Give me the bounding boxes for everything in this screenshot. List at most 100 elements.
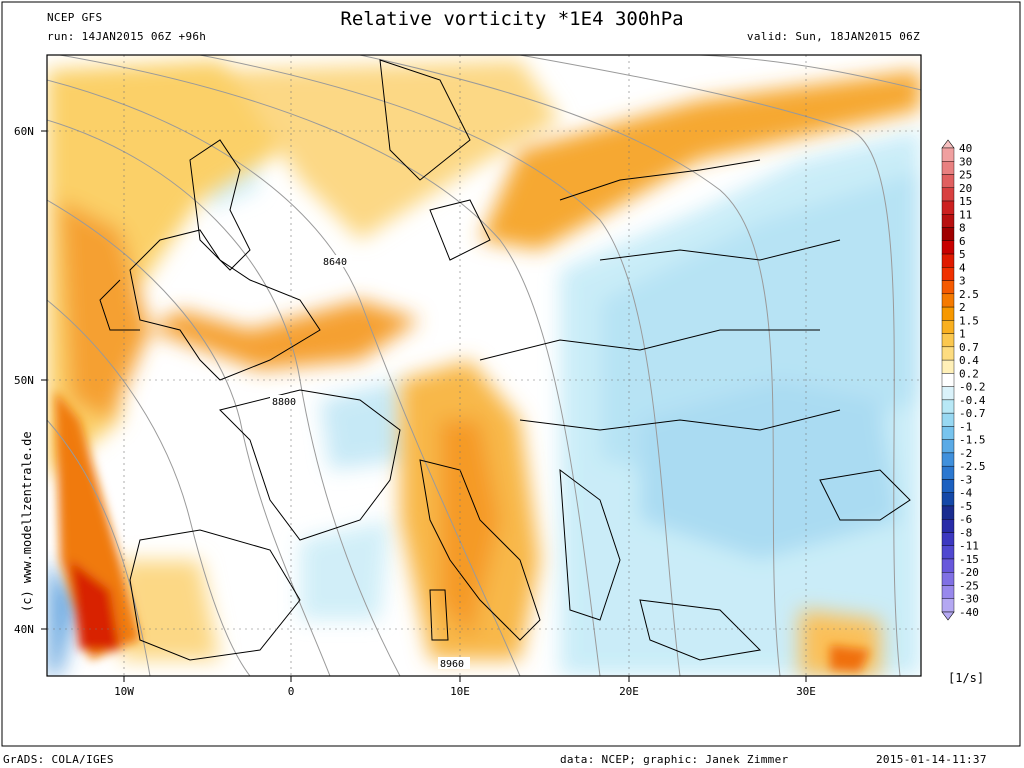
legend-swatch	[941, 505, 955, 520]
legend-level-label: 4	[959, 261, 966, 274]
legend-level-label: 2	[959, 301, 966, 314]
graticule	[47, 55, 921, 676]
legend-swatch	[941, 452, 955, 467]
map-border	[46, 54, 922, 677]
legend-swatch	[941, 320, 955, 334]
legend-swatch	[941, 558, 955, 573]
legend-level-label: 25	[959, 169, 972, 182]
lat-label-40n: 40N	[14, 623, 34, 636]
legend-unit: [1/s]	[948, 671, 985, 685]
legend-level-label: -2.5	[959, 460, 986, 473]
legend-swatch	[941, 333, 955, 348]
legend-level-label: -8	[959, 526, 972, 539]
legend-swatch	[941, 253, 955, 268]
legend-level-label: -11	[959, 540, 979, 553]
legend-swatch	[941, 174, 955, 188]
contour-label-8800: 8800	[272, 397, 296, 408]
lon-label-30e: 30E	[796, 685, 816, 698]
legend-swatch	[941, 598, 955, 613]
legend-arrow-bottom	[941, 611, 955, 621]
legend-swatch	[941, 147, 955, 162]
legend-swatch	[941, 399, 955, 414]
legend-level-label: -2	[959, 447, 972, 460]
legend-level-label: 40	[959, 142, 972, 155]
contour-label-8640: 8640	[323, 257, 347, 268]
legend-level-label: -0.2	[959, 381, 986, 394]
legend-swatch	[941, 240, 955, 255]
legend-swatch	[941, 479, 955, 493]
legend-level-label: -15	[959, 553, 979, 566]
legend-level-label: 20	[959, 182, 972, 195]
legend-swatch	[941, 200, 955, 215]
height-contours	[47, 55, 921, 676]
legend-level-label: 30	[959, 155, 972, 168]
contour-labels: 8640 8800 8960	[270, 255, 470, 670]
vorticity-field: 8640 8800 8960	[47, 55, 921, 676]
legend-level-label: 0.2	[959, 367, 979, 380]
legend-swatch	[941, 386, 955, 401]
legend-level-label: 8	[959, 222, 966, 235]
legend-level-label: 11	[959, 208, 972, 221]
credit-text: (c) www.modellzentrale.de	[20, 431, 34, 612]
legend-swatch	[941, 426, 955, 440]
legend-level-label: -6	[959, 513, 972, 526]
legend-swatch	[941, 214, 955, 228]
legend-level-label: 3	[959, 275, 966, 288]
legend-swatch	[941, 359, 955, 374]
lat-label-60n: 60N	[14, 125, 34, 138]
legend-level-label: 1	[959, 328, 966, 341]
legend-swatch	[941, 572, 955, 586]
run-info: run: 14JAN2015 06Z +96h	[47, 30, 207, 43]
legend-level-label: -40	[959, 606, 979, 619]
lat-label-50n: 50N	[14, 374, 34, 387]
footer-data-credit: data: NCEP; graphic: Janek Zimmer	[560, 753, 789, 766]
legend-level-label: 1.5	[959, 314, 979, 327]
footer-timestamp: 2015-01-14-11:37	[876, 753, 987, 766]
legend-swatch	[941, 492, 955, 507]
legend-swatch	[941, 280, 955, 295]
legend-swatch	[941, 346, 955, 361]
lon-label-20e: 20E	[619, 685, 639, 698]
lon-label-0: 0	[288, 685, 295, 698]
legend-swatch	[941, 187, 955, 202]
legend-swatch	[941, 306, 955, 321]
axis-ticks	[41, 130, 807, 682]
legend-level-label: 5	[959, 248, 966, 261]
legend-level-label: -1	[959, 420, 972, 433]
valid-time: valid: Sun, 18JAN2015 06Z	[746, 30, 920, 43]
footer-grads: GrADS: COLA/IGES	[3, 753, 114, 766]
legend-swatch	[941, 161, 955, 175]
legend-swatch	[941, 519, 955, 533]
map-title: Relative vorticity *1E4 300hPa	[340, 8, 684, 30]
legend-level-label: 0.7	[959, 341, 979, 354]
legend-level-label: 6	[959, 235, 966, 248]
legend-level-label: -25	[959, 579, 979, 592]
coastlines	[99, 59, 911, 661]
legend-level-label: -3	[959, 473, 972, 486]
legend-arrow-top	[941, 139, 955, 149]
legend-swatch	[941, 465, 955, 480]
legend-level-label: -5	[959, 500, 972, 513]
lon-label-10e: 10E	[450, 685, 470, 698]
model-name: NCEP GFS	[47, 11, 103, 24]
legend-level-label: 2.5	[959, 288, 979, 301]
legend-level-label: -20	[959, 566, 979, 579]
legend-level-label: -1.5	[959, 434, 986, 447]
lon-label-10w: 10W	[114, 685, 134, 698]
legend-swatch	[941, 267, 955, 281]
legend-swatch	[941, 227, 955, 242]
legend-swatch	[941, 532, 955, 546]
legend-level-label: -4	[959, 487, 973, 500]
legend-swatch	[941, 545, 955, 560]
legend-level-label: 15	[959, 195, 972, 208]
legend-swatch	[941, 439, 955, 454]
legend-swatch	[941, 585, 955, 599]
outer-frame	[1, 1, 1021, 747]
axis-labels: 60N 50N 40N 10W 0 10E 20E 30E	[14, 125, 816, 698]
contour-label-8960: 8960	[440, 659, 464, 670]
legend-level-label: -0.7	[959, 407, 986, 420]
legend-level-label: -30	[959, 593, 979, 606]
legend-level-label: 0.4	[959, 354, 979, 367]
